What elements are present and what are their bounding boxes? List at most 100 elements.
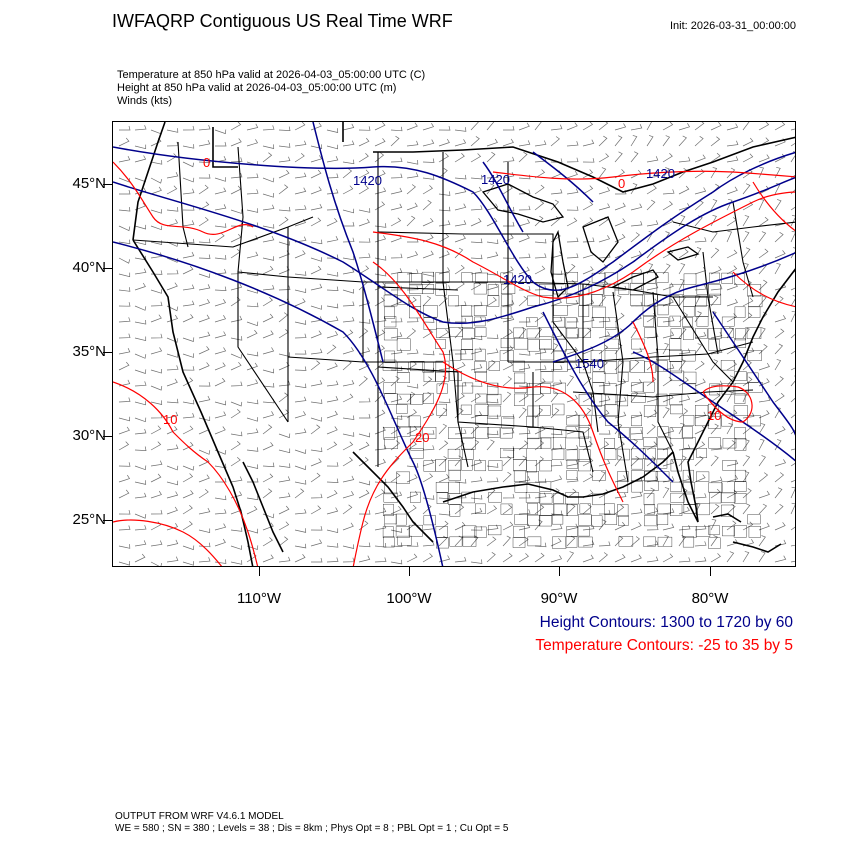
county	[461, 491, 475, 504]
wind-barb	[278, 126, 291, 131]
wind-barb	[230, 296, 241, 307]
wind-barb	[710, 167, 718, 179]
wind-barb	[598, 344, 609, 355]
wind-barb	[118, 416, 131, 422]
wind-barb	[502, 266, 514, 275]
wind-barb	[422, 391, 432, 403]
wind-barb	[342, 268, 355, 275]
wind-barb	[470, 174, 483, 180]
county	[683, 273, 697, 285]
wind-barb	[182, 545, 195, 551]
wind-barb	[438, 407, 448, 419]
wind-barb	[358, 238, 371, 243]
wind-barb	[678, 488, 688, 499]
county	[499, 350, 514, 361]
wind-barb	[710, 152, 721, 163]
county	[448, 470, 461, 481]
county	[747, 514, 761, 525]
wind-barb	[134, 525, 147, 531]
wind-barb	[262, 192, 275, 198]
wind-barb	[406, 490, 419, 499]
wind-barb	[406, 317, 419, 323]
wind-barb	[422, 541, 435, 547]
county	[733, 371, 747, 381]
wind-barb	[166, 506, 178, 515]
county	[644, 327, 656, 338]
county	[592, 371, 606, 383]
county	[631, 415, 642, 427]
county	[592, 382, 604, 394]
county	[460, 349, 474, 361]
wind-barb	[550, 555, 563, 563]
county	[462, 328, 475, 340]
wind-barb	[566, 459, 579, 467]
lat-label: 40°N	[72, 259, 106, 276]
county	[474, 460, 486, 472]
wind-barb	[214, 411, 227, 419]
wind-barb	[598, 295, 607, 307]
wind-barb	[182, 337, 195, 342]
wind-barb	[422, 272, 435, 277]
wind-barb	[343, 221, 355, 227]
county	[579, 503, 591, 514]
county	[436, 492, 448, 504]
wind-barb	[598, 280, 609, 291]
wind-barb	[310, 155, 323, 163]
wind-barb	[710, 231, 718, 243]
wind-barb	[422, 459, 435, 467]
county	[604, 404, 618, 417]
wind-barb	[214, 463, 227, 469]
wind-barb	[134, 144, 147, 150]
wind-barb	[742, 455, 751, 467]
wind-barb	[214, 315, 227, 323]
wind-barb	[550, 461, 563, 467]
wind-barb	[694, 411, 707, 419]
wind-barb	[198, 184, 209, 195]
wind-barb	[390, 348, 403, 355]
wind-barb	[406, 159, 419, 165]
wind-barb	[726, 409, 738, 419]
wind-barb	[230, 361, 242, 371]
wind-barb	[534, 425, 546, 435]
wind-barb	[262, 488, 273, 499]
wind-barb	[182, 251, 195, 259]
wind-barb	[166, 426, 178, 435]
county	[436, 383, 448, 394]
wind-barb	[630, 491, 643, 499]
wind-barb	[550, 343, 559, 355]
county	[748, 525, 761, 538]
wind-barb	[598, 409, 610, 419]
wind-barb	[662, 427, 675, 435]
wind-barb	[118, 348, 131, 355]
county	[670, 459, 682, 472]
wind-barb	[342, 415, 355, 421]
lon-tick	[559, 567, 560, 576]
county	[553, 305, 568, 316]
wind-barb	[182, 206, 195, 211]
wind-barb	[742, 439, 750, 451]
wind-barb	[230, 172, 243, 179]
wind-barb	[710, 199, 718, 211]
wind-barb	[519, 317, 531, 323]
wind-barb	[598, 135, 608, 147]
wind-barb	[310, 360, 321, 371]
wind-barb	[150, 473, 162, 483]
wind-barb	[790, 310, 795, 323]
wind-barb	[182, 505, 193, 515]
wind-barb	[646, 376, 657, 387]
county	[384, 481, 397, 495]
county	[707, 416, 722, 429]
wind-barb	[662, 263, 671, 275]
wind-barb	[790, 230, 795, 243]
wind-barb	[758, 166, 764, 179]
wind-barb	[118, 272, 131, 278]
wind-barb	[790, 214, 795, 227]
county	[566, 459, 578, 469]
wind-barb	[134, 155, 147, 163]
county	[669, 349, 683, 362]
wind-barb	[503, 221, 515, 227]
county	[708, 537, 721, 549]
wind-barb	[598, 167, 607, 179]
county	[733, 525, 747, 538]
wind-barb	[662, 249, 674, 259]
